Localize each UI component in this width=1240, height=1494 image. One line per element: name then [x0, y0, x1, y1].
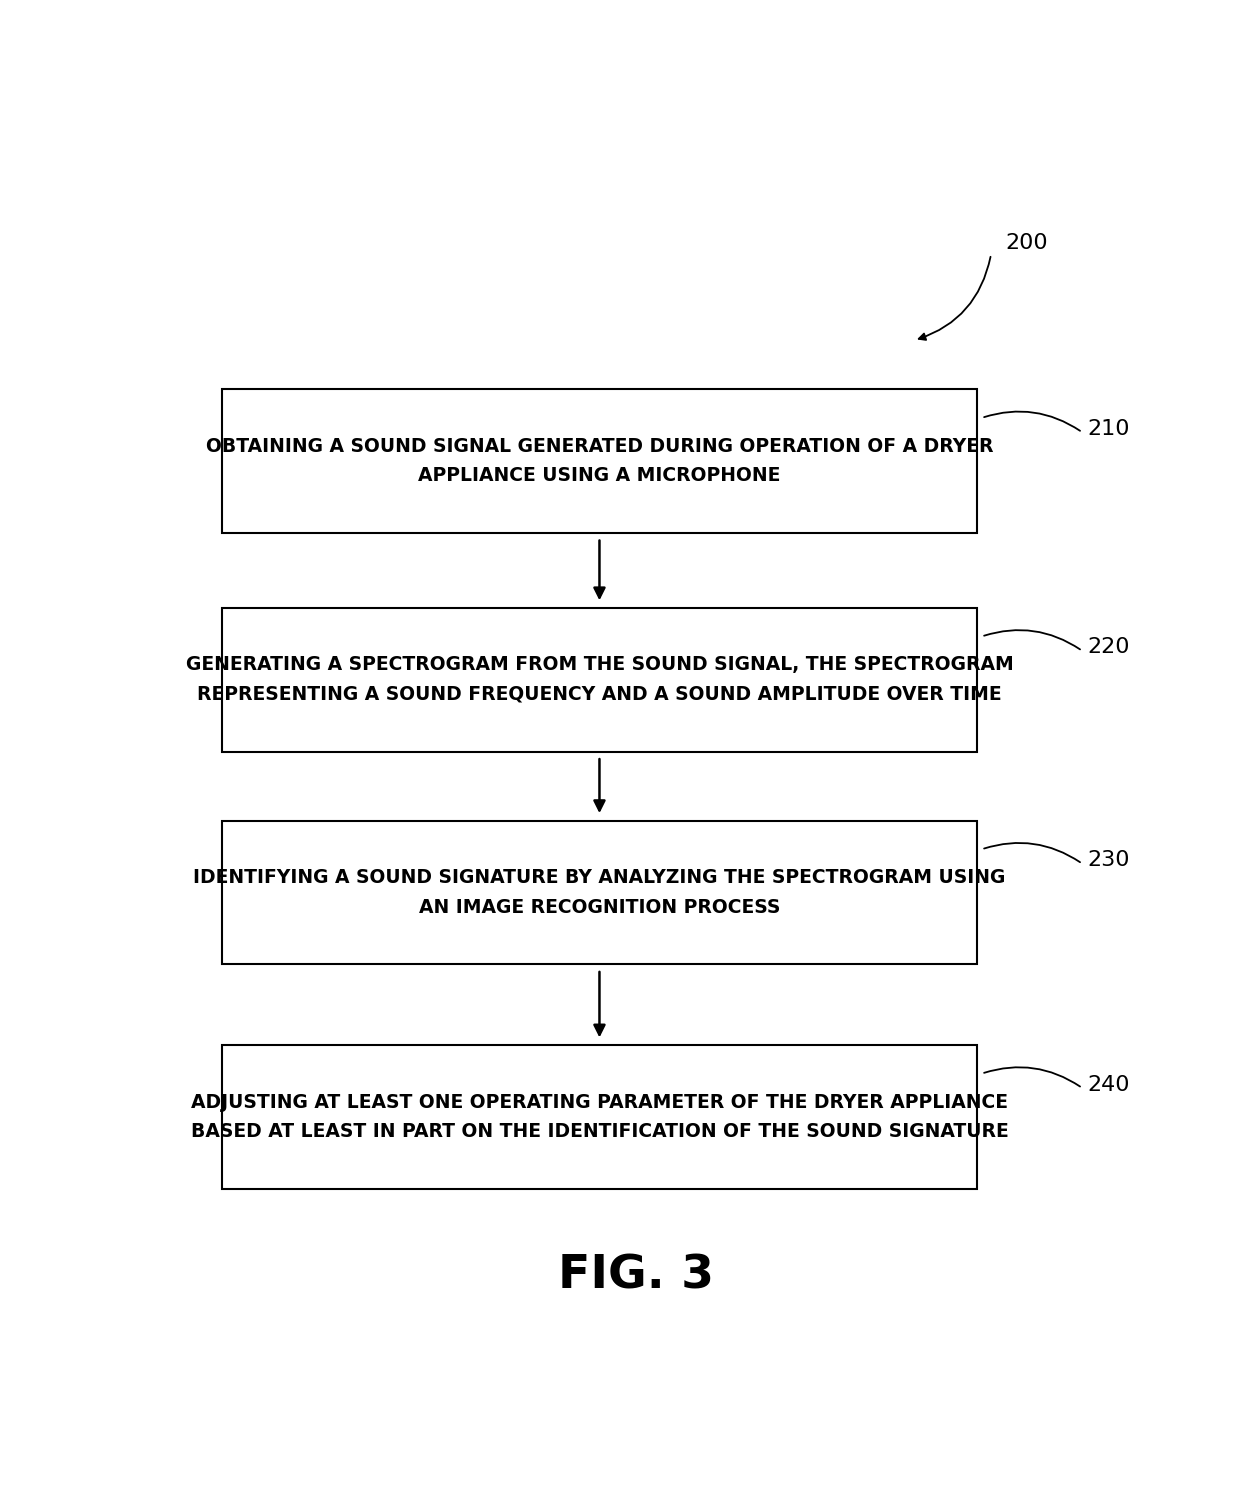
- Text: IDENTIFYING A SOUND SIGNATURE BY ANALYZING THE SPECTROGRAM USING
AN IMAGE RECOGN: IDENTIFYING A SOUND SIGNATURE BY ANALYZI…: [193, 868, 1006, 917]
- Bar: [222, 390, 977, 533]
- Text: 230: 230: [1087, 850, 1130, 871]
- Text: 240: 240: [1087, 1074, 1130, 1095]
- Text: 200: 200: [1006, 233, 1048, 252]
- Bar: [222, 1044, 977, 1189]
- Text: FIG. 3: FIG. 3: [558, 1253, 713, 1298]
- Text: ADJUSTING AT LEAST ONE OPERATING PARAMETER OF THE DRYER APPLIANCE
BASED AT LEAST: ADJUSTING AT LEAST ONE OPERATING PARAMET…: [191, 1092, 1008, 1141]
- Text: OBTAINING A SOUND SIGNAL GENERATED DURING OPERATION OF A DRYER
APPLIANCE USING A: OBTAINING A SOUND SIGNAL GENERATED DURIN…: [206, 436, 993, 486]
- Text: GENERATING A SPECTROGRAM FROM THE SOUND SIGNAL, THE SPECTROGRAM
REPRESENTING A S: GENERATING A SPECTROGRAM FROM THE SOUND …: [186, 656, 1013, 704]
- Bar: [222, 608, 977, 751]
- Text: 210: 210: [1087, 418, 1130, 439]
- Text: 220: 220: [1087, 638, 1130, 657]
- Bar: [222, 820, 977, 965]
